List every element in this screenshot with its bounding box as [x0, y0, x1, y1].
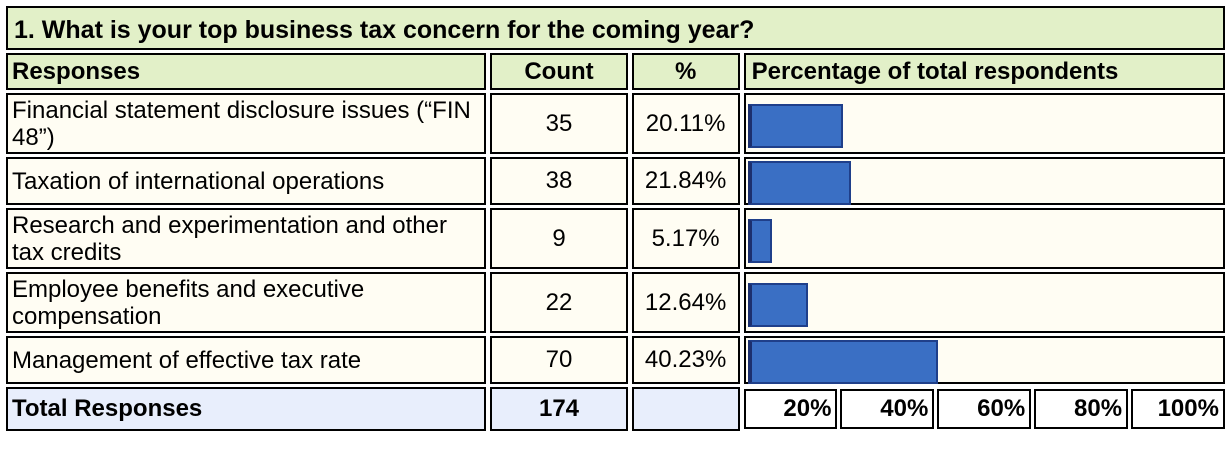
percentage-bar — [747, 340, 938, 384]
percentage-bar — [747, 104, 843, 148]
response-percent: 5.17% — [631, 208, 740, 269]
scale-tick-label: 80% — [1034, 389, 1129, 429]
survey-table: 1. What is your top business tax concern… — [6, 6, 1225, 434]
responses-header: Responses — [6, 53, 487, 90]
response-count: 22 — [490, 272, 628, 333]
percentage-bar — [747, 283, 808, 327]
bar-cell — [743, 336, 1225, 384]
response-count: 38 — [490, 157, 628, 205]
bar-header: Percentage of total respondents — [743, 53, 1225, 90]
table-row: Taxation of international operations 38 21… — [6, 157, 1225, 205]
total-row: Total Responses 174 20% 40% 60% 80% 100% — [6, 387, 1225, 431]
percent-header: % — [631, 53, 740, 90]
results-grid: Responses Count % Percentage of total re… — [2, 50, 1229, 434]
response-percent: 40.23% — [631, 336, 740, 384]
response-percent: 12.64% — [631, 272, 740, 333]
table-row: Management of effective tax rate 70 40.23% — [6, 336, 1225, 384]
response-label: Employee benefits and executive compensa… — [6, 272, 487, 333]
response-label: Research and experimentation and other t… — [6, 208, 487, 269]
response-count: 9 — [490, 208, 628, 269]
scale-tick-label: 40% — [840, 389, 935, 429]
bar-cell — [743, 157, 1225, 205]
response-count: 70 — [490, 336, 628, 384]
total-count: 174 — [490, 387, 628, 431]
scale-tick-label: 100% — [1131, 389, 1225, 429]
percentage-bar — [747, 219, 772, 263]
header-row: Responses Count % Percentage of total re… — [6, 53, 1225, 90]
response-label: Financial statement disclosure issues (“… — [6, 93, 487, 154]
total-label: Total Responses — [6, 387, 487, 431]
question-title: 1. What is your top business tax concern… — [6, 6, 1225, 50]
table-row: Financial statement disclosure issues (“… — [6, 93, 1225, 154]
scale-tick-label: 60% — [937, 389, 1032, 429]
bar-cell — [743, 208, 1225, 269]
bar-cell — [743, 93, 1225, 154]
total-percent-empty — [631, 387, 740, 431]
table-row: Employee benefits and executive compensa… — [6, 272, 1225, 333]
response-percent: 20.11% — [631, 93, 740, 154]
count-header: Count — [490, 53, 628, 90]
percentage-bar — [747, 161, 851, 205]
response-percent: 21.84% — [631, 157, 740, 205]
response-label: Taxation of international operations — [6, 157, 487, 205]
percentage-scale: 20% 40% 60% 80% 100% — [743, 387, 1225, 431]
response-label: Management of effective tax rate — [6, 336, 487, 384]
response-count: 35 — [490, 93, 628, 154]
scale-tick-label: 20% — [743, 389, 838, 429]
table-row: Research and experimentation and other t… — [6, 208, 1225, 269]
bar-cell — [743, 272, 1225, 333]
